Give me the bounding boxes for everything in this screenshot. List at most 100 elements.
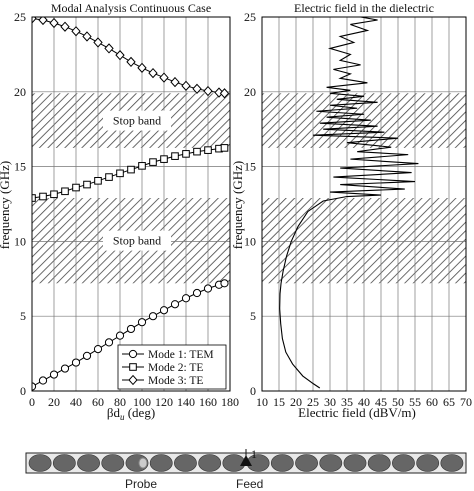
R-x-tick-40: 40 [358,395,370,409]
L-y-tick-0: 0 [20,384,26,398]
mode-3-point-2 [49,17,59,29]
legend-label-mode-2: Mode 2: TE [148,362,203,374]
structure-cell-15 [367,454,391,472]
right-y-axis-label: frequency (GHz) [230,161,245,249]
mode-3-point-15 [192,83,202,94]
mode-2-point-7 [105,173,113,181]
R-x-tick-30: 30 [324,395,336,409]
R-x-tick-10: 10 [256,395,268,409]
structure-cell-2 [52,454,76,472]
mode-3-point-5 [82,31,92,42]
mode-2-point-9 [127,165,135,174]
L-y-tick-20: 20 [14,85,26,99]
mode-1-point-1 [38,376,48,385]
line-structure-diagram: 1 [25,447,467,474]
legend-marker-mode-2 [129,363,137,371]
structure-cell-18 [440,454,464,472]
right-grid [262,17,466,391]
mode-2-point-15 [193,147,201,156]
structure-cell-14 [343,454,367,472]
mode-1-point-0 [32,382,37,391]
structure-cells [28,454,464,472]
R-x-tick-35: 35 [341,395,353,409]
mode-2-point-4 [72,183,80,192]
R-y-tick-0: 0 [250,384,256,398]
R-x-tick-20: 20 [290,395,302,409]
mode-3-point-7 [104,43,114,54]
R-x-tick-15: 15 [273,395,285,409]
mode-2-point-10 [138,162,146,170]
legend-label-mode-1: Mode 1: TEM [148,349,214,361]
mode-2-point-14 [182,150,190,158]
left-x-axis-label: βdu (deg) [107,405,155,422]
mode-3-point-16 [203,85,213,97]
L-y-tick-5: 5 [20,309,26,323]
R-y-tick-20: 20 [244,85,256,99]
R-x-tick-45: 45 [375,395,387,409]
mode-2-point-2 [50,190,58,199]
left-y-ticks: 0 5 10 15 20 25 [14,10,26,398]
right-y-ticks: 0 5 10 15 20 25 [244,10,256,398]
left-y-axis-label: frequency (GHz) [0,161,12,249]
R-x-tick-25: 25 [307,395,319,409]
mode-1-point-14 [181,294,191,303]
left-chart-title: Modal Analysis Continuous Case [51,1,211,15]
structure-cell-12 [295,454,318,472]
mode-3-point-11 [148,67,158,79]
mode-3-point-4 [71,26,81,37]
legend-marker-mode-1 [128,349,138,359]
mode-3-point-18 [219,88,230,99]
legend-label-mode-3: Mode 3: TE [148,375,203,387]
feed-marker-icon [240,455,252,466]
mode-3-point-14 [181,80,191,91]
right-x-ticks: 10 15 20 25 30 35 40 45 50 55 60 65 70 [256,395,472,409]
R-y-tick-15: 15 [244,160,256,174]
mode-1-point-16 [203,284,213,293]
stop-band-label-1: Stop band [113,234,161,248]
mode-3-point-13 [170,76,180,88]
L-x-tick-40: 40 [70,395,82,409]
mode-1-point-11 [148,312,158,321]
right-series [279,17,419,389]
mode-1-point-6 [93,345,103,354]
mode-1-point-3 [60,364,70,373]
L-x-tick-140: 140 [177,395,195,409]
structure-cell-16 [392,454,415,472]
mode-1-point-7 [104,338,114,347]
legend-marker-mode-3 [128,374,138,386]
mode-3-point-10 [137,62,147,74]
mode-3-point-17 [214,87,224,98]
R-x-tick-70: 70 [460,395,472,409]
structure-cell-8 [198,454,222,472]
mode-2-point-8 [116,169,124,178]
left-series [32,17,230,391]
L-x-tick-120: 120 [155,395,173,409]
mode-3-point-3 [60,21,70,32]
mode-3-point-6 [93,37,103,48]
L-x-tick-80: 80 [114,395,126,409]
mode-1-point-13 [170,300,180,309]
modal-analysis-chart: Modal Analysis Continuous Case 0 20 40 60 80… [0,1,239,422]
mode-2-point-13 [171,152,179,160]
R-x-tick-55: 55 [409,395,421,409]
stop-band-labels: Stop band Stop band [103,110,171,251]
L-y-tick-25: 25 [14,10,26,24]
port-number-label: 1 [251,447,257,461]
mode-2-point-12 [160,155,168,163]
mode-2-point-16 [204,146,212,154]
L-x-tick-0: 0 [29,395,35,409]
L-y-tick-10: 10 [14,234,26,248]
mode-2-point-18 [220,144,229,152]
mode-1-point-12 [159,306,169,315]
mode-2-point-6 [94,177,102,185]
R-x-tick-60: 60 [426,395,438,409]
mode-3-point-9 [126,56,136,68]
structure-cell-1 [28,454,52,472]
structure-cell-11 [270,454,294,472]
stop-band-label-box-1 [103,230,171,251]
mode-1-point-10 [137,318,147,327]
mode-2-point-3 [61,187,69,196]
mode-2-point-1 [39,192,47,201]
